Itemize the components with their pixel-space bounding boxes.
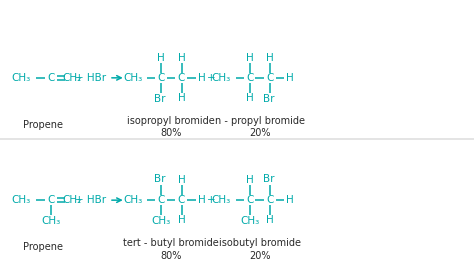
Text: isopropyl bromide: isopropyl bromide [128,116,215,126]
Text: CH₃: CH₃ [152,216,171,226]
Text: +: + [207,73,215,83]
Text: Propene: Propene [23,120,63,130]
Text: + HBr: + HBr [75,73,107,83]
Text: CH₃: CH₃ [240,216,259,226]
Text: Br: Br [154,94,165,104]
Text: C: C [266,73,274,83]
Text: CH₃: CH₃ [42,216,61,226]
Text: C: C [47,195,55,205]
Text: CH₂: CH₂ [63,73,82,83]
Text: + HBr: + HBr [75,195,107,205]
Text: 20%: 20% [249,251,271,261]
Text: H: H [178,53,185,63]
Text: C: C [47,73,55,83]
Text: CH₂: CH₂ [63,195,82,205]
Text: isobutyl bromide: isobutyl bromide [219,238,301,248]
Text: H: H [246,93,254,103]
Text: CH₃: CH₃ [212,73,231,83]
Text: CH₃: CH₃ [212,195,231,205]
Text: 80%: 80% [161,251,182,261]
Text: H: H [178,175,185,185]
Text: H: H [246,175,254,185]
Text: C: C [266,195,274,205]
Text: H: H [286,73,294,83]
Text: 20%: 20% [249,128,271,138]
Text: CH₃: CH₃ [12,195,31,205]
Text: Br: Br [263,94,274,104]
Text: Propene: Propene [23,242,63,252]
Text: H: H [286,195,294,205]
Text: H: H [266,53,274,63]
Text: CH₃: CH₃ [123,73,142,83]
Text: tert - butyl bromide: tert - butyl bromide [123,238,219,248]
Text: CH₃: CH₃ [12,73,31,83]
Text: H: H [266,215,274,225]
Text: H: H [178,93,185,103]
Text: H: H [157,53,165,63]
Text: C: C [157,195,165,205]
Text: H: H [198,195,205,205]
Text: Br: Br [154,174,165,184]
Text: H: H [246,53,254,63]
Text: Br: Br [263,174,274,184]
Text: C: C [246,195,254,205]
Text: C: C [157,73,165,83]
Text: C: C [246,73,254,83]
Text: n - propyl bromide: n - propyl bromide [215,116,305,126]
Text: H: H [178,215,185,225]
Text: H: H [198,73,205,83]
Text: +: + [207,195,215,205]
Text: C: C [178,73,185,83]
Text: C: C [178,195,185,205]
Text: CH₃: CH₃ [123,195,142,205]
Text: 80%: 80% [161,128,182,138]
